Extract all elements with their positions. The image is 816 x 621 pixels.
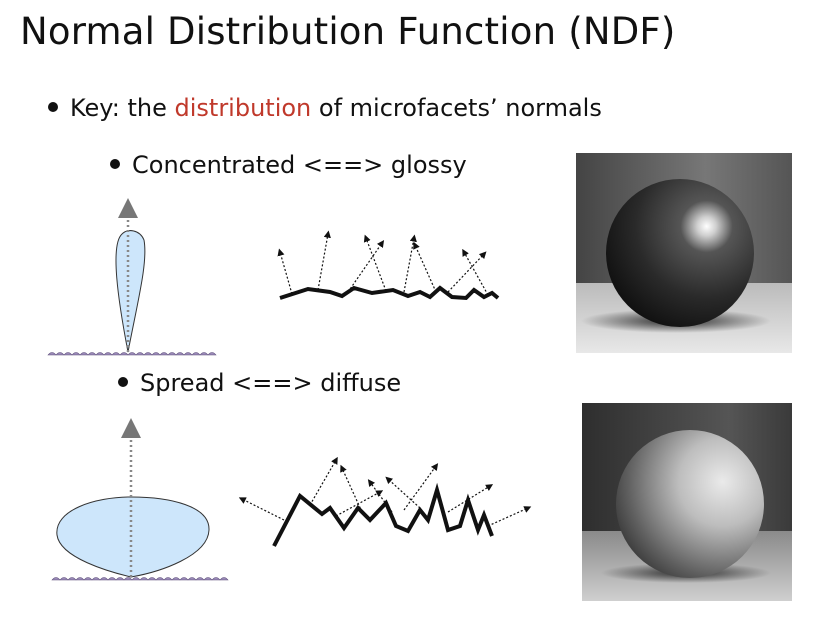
bullet-key-suffix: of microfacets’ normals bbox=[311, 94, 602, 122]
glossy-sphere-render bbox=[576, 153, 792, 353]
sub-bullet-glossy: Concentrated <==> glossy bbox=[110, 151, 467, 179]
wide-lobe-diagram bbox=[51, 418, 229, 581]
bullet-key-prefix: Key: the bbox=[70, 94, 175, 122]
bullet-dot bbox=[118, 377, 128, 387]
microfacet-base bbox=[47, 352, 217, 356]
narrow-lobe-diagram bbox=[47, 198, 217, 356]
sub-bullet-diffuse: Spread <==> diffuse bbox=[118, 369, 401, 397]
bullet-key: Key: the distribution of microfacets’ no… bbox=[48, 94, 602, 122]
slide-title: Normal Distribution Function (NDF) bbox=[20, 10, 676, 53]
bullet-dot bbox=[48, 102, 58, 112]
diffuse-sphere-render bbox=[582, 403, 792, 601]
sub-bullet-diffuse-text: Spread <==> diffuse bbox=[140, 369, 402, 397]
rough-microfacet-surface bbox=[238, 456, 532, 547]
sub-bullet-glossy-text: Concentrated <==> glossy bbox=[132, 151, 467, 179]
smooth-microfacet-surface bbox=[277, 230, 500, 301]
bullet-key-highlight: distribution bbox=[174, 94, 312, 122]
bullet-dot bbox=[110, 159, 120, 169]
